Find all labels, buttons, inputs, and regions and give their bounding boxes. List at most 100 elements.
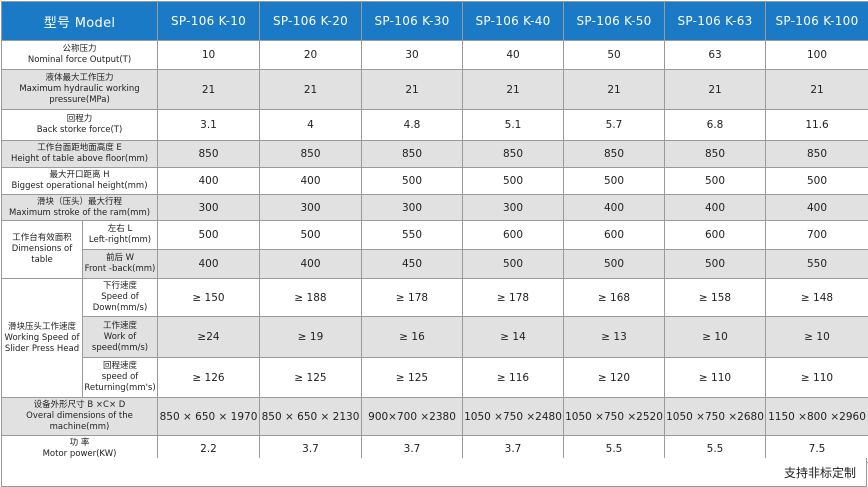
table-cell: 850 [765,140,868,168]
sub-label: 工作速度 Work of speed(mm/s) [81,316,159,358]
table-cell: 400 [664,194,767,221]
table-cell: 1050 ×750 ×2680 [664,397,767,436]
table-cell: 500 [563,167,666,195]
table-cell: 850 [664,140,767,168]
table-cell: 50 [563,40,666,70]
table-cell: 400 [157,249,261,279]
footer-bar: 支持非标定制 [1,458,867,487]
table-cell: 30 [361,40,464,70]
table-cell: 500 [157,220,261,250]
table-cell: 850 [157,140,261,168]
sub-label: 左右 L Left-right(mm) [81,220,159,250]
row-label: 液体最大工作压力 Maximum hydraulic working pressur… [0,69,159,110]
table-cell: 500 [664,249,767,279]
table-cell: ≥ 150 [157,278,261,317]
model-header-cell: SP-106 K-63 [664,1,767,41]
table-cell: 5.7 [563,109,666,141]
table-cell: 10 [157,40,261,70]
row-label: 工作台面距地面高度 E Height of table above floor(m… [0,140,159,168]
sub-label: 前后 W Front -back(mm) [81,249,159,279]
table-cell: 20 [259,40,363,70]
table-cell: 400 [259,167,363,195]
sub-label: 回程速度 speed of Returning(mm's) [81,357,159,398]
group-label-table-dims: 工作台有效面积 Dimensions of table [1,220,83,279]
table-cell: 400 [563,194,666,221]
table-cell: 450 [361,249,464,279]
table-cell: 600 [462,220,565,250]
group-label-speed: 滑块压头工作速度 Working Speed of Slider Press Hea… [1,278,83,398]
row-label: 设备外形尺寸 B ×C× D Overal dimensions of the m… [0,397,159,436]
table-cell: ≥ 158 [664,278,767,317]
model-header-cell: SP-106 K-100 [765,1,868,41]
row-speed-return: 回程速度 speed of Returning(mm's) ≥ 126 ≥ 125 … [2,357,868,398]
table-cell: 850 [563,140,666,168]
model-header-cell: SP-106 K-50 [563,1,666,41]
table-cell: ≥ 19 [259,316,363,358]
table-cell: 400 [259,249,363,279]
row-overall-dims: 设备外形尺寸 B ×C× D Overal dimensions of the m… [0,397,868,436]
table-cell: 500 [361,167,464,195]
table-cell: 850 [462,140,565,168]
table-cell: ≥ 110 [664,357,767,398]
table-cell: ≥ 116 [462,357,565,398]
table-cell: 6.8 [664,109,767,141]
table-cell: 21 [259,69,363,110]
table-cell: 1050 ×750 ×2520 [563,397,666,436]
row-speed-work: 工作速度 Work of speed(mm/s) ≥24 ≥ 19 ≥ 16 ≥ 1… [2,316,868,358]
row-max-pressure: 液体最大工作压力 Maximum hydraulic working pressur… [0,69,868,110]
row-label: 公称压力 Nominal force Output(T) [0,40,159,70]
table-cell: 900×700 ×2380 [361,397,464,436]
custom-note: 支持非标定制 [783,466,856,480]
model-header-cell: SP-106 K-30 [361,1,464,41]
table-cell: 700 [765,220,868,250]
row-max-stroke: 滑块（压头）最大行程 Maximum stroke of the ram(mm) … [0,194,868,221]
table-cell: 850 [361,140,464,168]
table-cell: 400 [765,194,868,221]
table-cell: 500 [259,220,363,250]
table-cell: 1150 ×800 ×2960 [765,397,868,436]
table-cell: 500 [462,167,565,195]
table-cell: 600 [563,220,666,250]
spec-table: 型号 Model SP-106 K-10 SP-106 K-20 SP-106 … [0,1,868,463]
model-header: 型号 Model [0,1,159,41]
table-cell: 21 [563,69,666,110]
row-table-height: 工作台面距地面高度 E Height of table above floor(m… [0,140,868,168]
table-cell: 40 [462,40,565,70]
row-label: 滑块（压头）最大行程 Maximum stroke of the ram(mm) [0,194,159,221]
row-table-fb: 前后 W Front -back(mm) 400 400 450 500 500 … [2,249,868,279]
table-cell: 500 [462,249,565,279]
table-cell: 550 [361,220,464,250]
table-cell: 4 [259,109,363,141]
table-cell: ≥ 125 [361,357,464,398]
table-cell: ≥ 120 [563,357,666,398]
table-cell: 500 [563,249,666,279]
table-cell: 500 [664,167,767,195]
row-return-force: 回程力 Back storke force(T) 3.1 4 4.8 5.1 5.… [0,109,868,141]
sub-label: 下行速度 Speed of Down(mm/s) [81,278,159,317]
header-row: 型号 Model SP-106 K-10 SP-106 K-20 SP-106 … [0,1,868,41]
table-cell: ≥ 126 [157,357,261,398]
table-cell: 21 [664,69,767,110]
table-cell: 300 [157,194,261,221]
table-cell: 500 [765,167,868,195]
row-label: 最大开口距离 H Biggest operational height(mm) [0,167,159,195]
table-cell: 600 [664,220,767,250]
table-cell: 850 × 650 × 2130 [259,397,363,436]
row-speed-down: 滑块压头工作速度 Working Speed of Slider Press Hea… [1,278,868,398]
table-cell: ≥ 14 [462,316,565,358]
table-cell: ≥ 16 [361,316,464,358]
table-cell: 100 [765,40,868,70]
table-cell: 850 [259,140,363,168]
table-cell: ≥ 13 [563,316,666,358]
table-cell: 300 [361,194,464,221]
table-cell: ≥ 178 [361,278,464,317]
table-cell: ≥ 178 [462,278,565,317]
table-cell: 300 [462,194,565,221]
row-open-height: 最大开口距离 H Biggest operational height(mm) 4… [0,167,868,195]
model-header-cell: SP-106 K-10 [157,1,261,41]
row-label: 回程力 Back storke force(T) [0,109,159,141]
table-cell: 5.1 [462,109,565,141]
table-cell: 21 [765,69,868,110]
table-cell: 11.6 [765,109,868,141]
row-table-lr: 工作台有效面积 Dimensions of table 左右 L Left-righ… [1,220,868,279]
